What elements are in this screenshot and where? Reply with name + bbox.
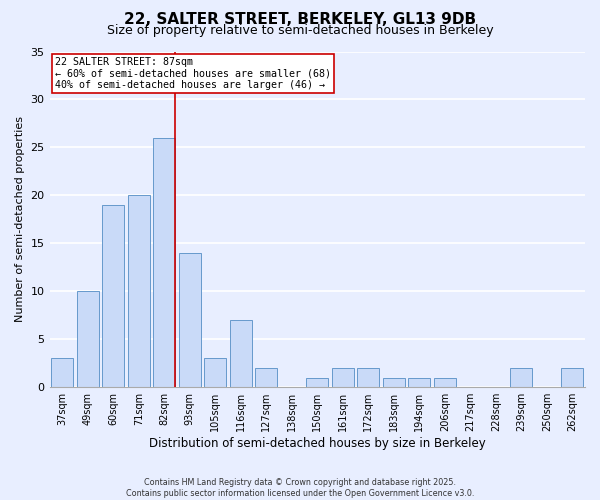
- Bar: [103, 205, 124, 387]
- Text: Contains HM Land Registry data © Crown copyright and database right 2025.
Contai: Contains HM Land Registry data © Crown c…: [126, 478, 474, 498]
- Bar: [179, 253, 200, 387]
- Bar: [383, 378, 404, 387]
- Bar: [434, 378, 455, 387]
- Bar: [307, 378, 328, 387]
- Bar: [562, 368, 583, 387]
- Text: 22, SALTER STREET, BERKELEY, GL13 9DB: 22, SALTER STREET, BERKELEY, GL13 9DB: [124, 12, 476, 28]
- Bar: [205, 358, 226, 387]
- Text: 22 SALTER STREET: 87sqm
← 60% of semi-detached houses are smaller (68)
40% of se: 22 SALTER STREET: 87sqm ← 60% of semi-de…: [55, 56, 331, 90]
- Bar: [511, 368, 532, 387]
- Bar: [409, 378, 430, 387]
- Y-axis label: Number of semi-detached properties: Number of semi-detached properties: [15, 116, 25, 322]
- X-axis label: Distribution of semi-detached houses by size in Berkeley: Distribution of semi-detached houses by …: [149, 437, 485, 450]
- Bar: [77, 292, 98, 387]
- Bar: [358, 368, 379, 387]
- Text: Size of property relative to semi-detached houses in Berkeley: Size of property relative to semi-detach…: [107, 24, 493, 37]
- Bar: [128, 196, 149, 387]
- Bar: [256, 368, 277, 387]
- Bar: [332, 368, 353, 387]
- Bar: [52, 358, 73, 387]
- Bar: [154, 138, 175, 387]
- Bar: [230, 320, 251, 387]
